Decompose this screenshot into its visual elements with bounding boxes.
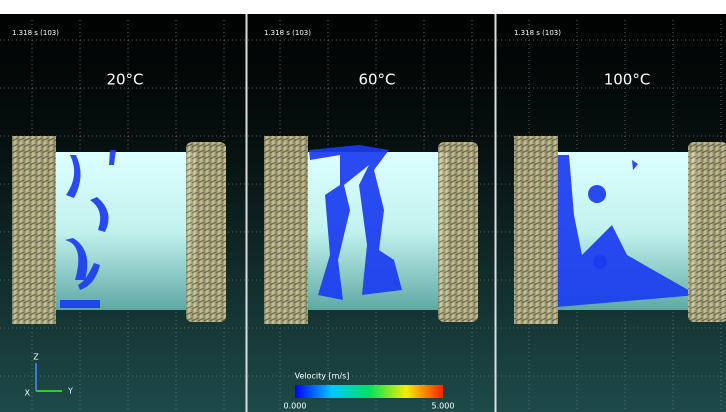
axis-z-label: Z bbox=[33, 353, 39, 362]
temperature-label: 100°C bbox=[604, 71, 651, 89]
right-gear bbox=[186, 142, 226, 322]
axis-y-label: Y bbox=[67, 387, 73, 396]
fluid-region bbox=[588, 185, 606, 203]
left-gear bbox=[514, 136, 558, 324]
axis-x-label: X bbox=[25, 389, 31, 398]
right-gear bbox=[438, 142, 478, 322]
colorbar-min: 0.000 bbox=[284, 402, 307, 411]
top-bar bbox=[0, 0, 726, 14]
fluid-region bbox=[60, 300, 100, 308]
colorbar-max: 5.000 bbox=[432, 402, 455, 411]
simulation-view: 1.318 s (103) 20°C 1.318 s (103) 60°C 1.318 … bbox=[0, 0, 726, 412]
temperature-label: 20°C bbox=[106, 71, 143, 89]
fluid-region bbox=[593, 255, 607, 269]
timestamp: 1.318 s (103) bbox=[514, 29, 561, 37]
left-gear bbox=[264, 136, 308, 324]
timestamp: 1.318 s (103) bbox=[264, 29, 311, 37]
colorbar-title: Velocity [m/s] bbox=[295, 372, 350, 381]
right-gear bbox=[688, 142, 726, 322]
temperature-label: 60°C bbox=[358, 71, 395, 89]
timestamp: 1.318 s (103) bbox=[12, 29, 59, 37]
colorbar-gradient bbox=[295, 385, 443, 398]
left-gear bbox=[12, 136, 56, 324]
